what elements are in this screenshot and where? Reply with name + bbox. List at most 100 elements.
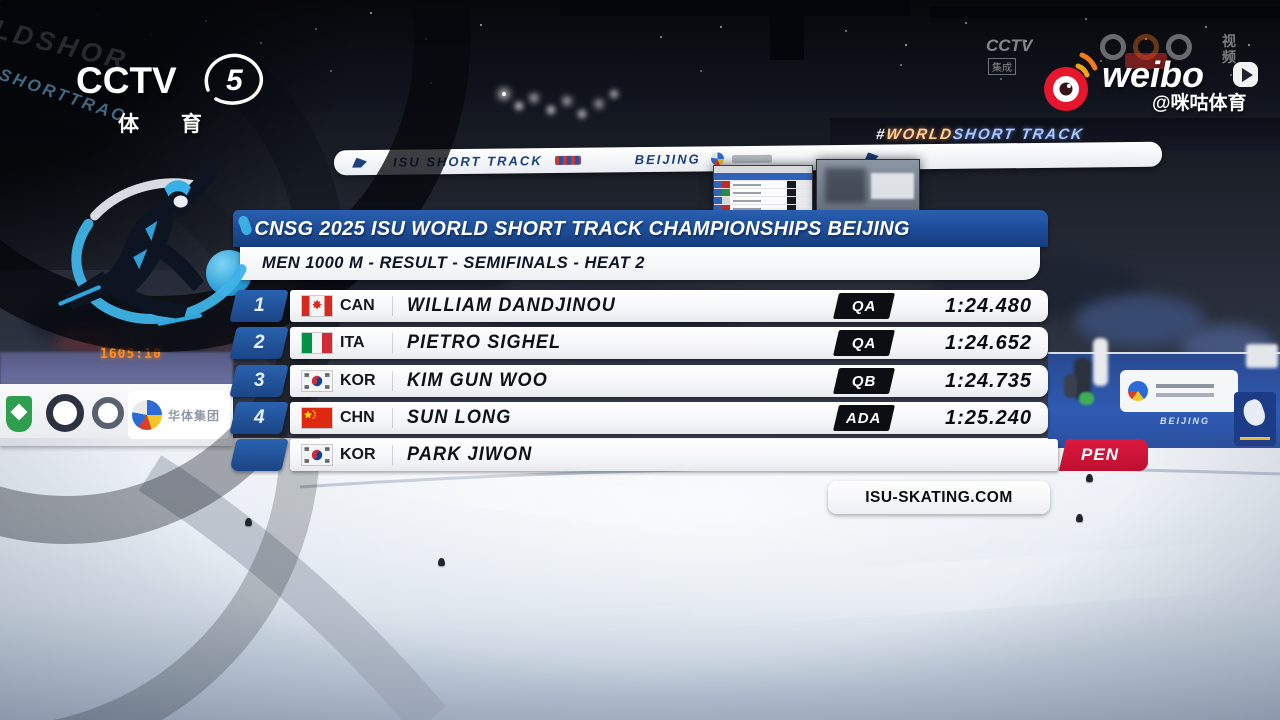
ceiling-beam <box>930 6 1280 18</box>
skater-on-ice <box>1064 374 1077 398</box>
country-code: CHN <box>340 409 375 426</box>
result-row: 1 CAN WILLIAM DANDJINOU QA 1:24.480 <box>229 290 1048 322</box>
banner-beijing-text: BEIJING <box>634 151 701 168</box>
divider <box>392 296 393 316</box>
ceiling-beam <box>560 0 910 16</box>
folding-chairs <box>1246 344 1278 368</box>
row-bar: KOR KIM GUN WOO QB 1:24.735 <box>290 365 1048 397</box>
country-flag-icon <box>302 296 332 316</box>
channel-number: 5 <box>226 64 244 97</box>
sponsor-globe-icon <box>710 152 724 166</box>
rank-number: 4 <box>253 407 265 428</box>
banner-color-chip <box>554 155 581 166</box>
country-flag-icon <box>302 408 332 428</box>
footer-bar: ISU-SKATING.COM <box>828 481 1050 514</box>
sponsor-text-blur <box>731 154 772 163</box>
athlete-name: WILLIAM DANDJINOU <box>407 295 616 316</box>
screen-subheader <box>714 173 812 180</box>
track-marker <box>438 558 445 566</box>
result-row: 2 ITA PIETRO SIGHEL QA 1:24.652 <box>229 327 1048 359</box>
skater-mascot-logo <box>58 163 254 326</box>
row-bar: CAN WILLIAM DANDJINOU QA 1:24.480 <box>290 290 1048 322</box>
result-row: 4 CHN SUN LONG ADA 1:25.240 <box>229 402 1048 434</box>
country-flag-icon <box>302 445 332 465</box>
hashtag-short: SHORT <box>951 126 1017 143</box>
qualification-badge: QB <box>832 368 896 394</box>
country-flag-icon <box>302 333 332 353</box>
divider <box>392 333 393 353</box>
finish-time: 1:24.652 <box>945 331 1032 354</box>
faded-migu-sub: 视频 <box>1222 33 1236 65</box>
row-bar: ITA PIETRO SIGHEL QA 1:24.652 <box>290 327 1048 359</box>
athlete-name: PARK JIWON <box>407 444 533 465</box>
race-subtitle: MEN 1000 M - RESULT - SEMIFINALS - HEAT … <box>262 254 645 272</box>
track-marker <box>1076 514 1083 522</box>
country-flag-icon <box>302 371 332 391</box>
divider <box>392 408 393 428</box>
weibo-wordmark: weibo <box>1102 54 1205 95</box>
race-subtitle-bar: MEN 1000 M - RESULT - SEMIFINALS - HEAT … <box>240 247 1040 280</box>
results-table: 1 CAN WILLIAM DANDJINOU QA 1:24.480 2 IT… <box>229 290 1193 480</box>
qualification-badge: ADA <box>832 405 896 431</box>
faded-migu-badge <box>1125 53 1167 69</box>
person-white <box>1093 338 1108 386</box>
migu-ring-icon <box>1166 34 1192 60</box>
qualification-badge: QA <box>832 293 896 319</box>
country-code: ITA <box>340 334 365 351</box>
row-bar: CHN SUN LONG ADA 1:25.240 <box>290 402 1048 434</box>
rank-cell: 4 <box>229 402 289 434</box>
video-screen-results <box>713 165 813 212</box>
penalty-badge: PEN <box>1052 439 1148 471</box>
bright-lights <box>502 92 506 96</box>
country-code: KOR <box>340 372 376 389</box>
result-row: 3 KOR KIM GUN WOO QB 1:24.735 <box>229 365 1048 397</box>
event-title-bar: CNSG 2025 ISU WORLD SHORT TRACK CHAMPION… <box>233 210 1048 247</box>
country-code: KOR <box>340 446 376 463</box>
divider <box>392 371 393 391</box>
rank-cell <box>229 439 289 471</box>
athlete-name: SUN LONG <box>407 407 512 428</box>
rank-cell: 3 <box>229 365 289 397</box>
finish-time: 1:24.480 <box>945 294 1032 317</box>
country-code: CAN <box>340 297 375 314</box>
track-marker <box>1086 474 1093 482</box>
skater-pictogram-panel <box>1234 392 1276 446</box>
divider <box>392 445 393 465</box>
athlete-name: PIETRO SIGHEL <box>407 332 562 353</box>
athlete-name: KIM GUN WOO <box>407 370 548 391</box>
weibo-eye-icon <box>1044 52 1098 111</box>
channel-subtitle: 体 育 <box>118 113 220 136</box>
faded-cctv-sub: 集成 <box>988 58 1016 75</box>
rank-number: 3 <box>253 370 265 391</box>
screen-header <box>714 166 812 173</box>
qualification-label: QB <box>851 372 877 390</box>
footer-url: ISU-SKATING.COM <box>865 488 1013 506</box>
result-row: KOR PARK JIWON PEN <box>229 439 1148 471</box>
green-bag <box>1079 392 1094 405</box>
qualification-label: QA <box>851 334 877 352</box>
ceiling-pole <box>770 0 804 60</box>
finish-time: 1:25.240 <box>945 406 1032 429</box>
video-screen-feed <box>816 159 920 211</box>
migu-ring-icon <box>1100 34 1126 60</box>
penalty-label: PEN <box>1081 445 1119 464</box>
ad-panel <box>1120 370 1238 412</box>
weibo-handle: @咪咕体育 <box>1152 93 1247 114</box>
qualification-label: ADA <box>846 409 882 427</box>
event-title: CNSG 2025 ISU WORLD SHORT TRACK CHAMPION… <box>254 216 910 240</box>
qualification-badge: QA <box>832 330 896 356</box>
channel-logo: CCTV 5 体 育 <box>74 48 274 144</box>
row-bar: KOR PARK JIWON <box>290 439 1058 471</box>
board-beijing-text: BEIJING <box>1160 416 1211 426</box>
faded-cctv-watermark: CCTV <box>986 36 1033 55</box>
hashtag-track: TRACK <box>1020 126 1086 143</box>
qualification-label: QA <box>851 297 877 315</box>
channel-name: CCTV <box>76 60 177 101</box>
hashtag-world: WORLD <box>885 126 955 143</box>
channel-number-swoosh: 5 <box>204 53 263 105</box>
hashtag-led-text: #WORLDSHORT TRACK <box>875 126 1085 143</box>
person-dark <box>1074 358 1091 400</box>
play-icon <box>1233 62 1258 87</box>
finish-time: 1:24.735 <box>945 369 1032 392</box>
